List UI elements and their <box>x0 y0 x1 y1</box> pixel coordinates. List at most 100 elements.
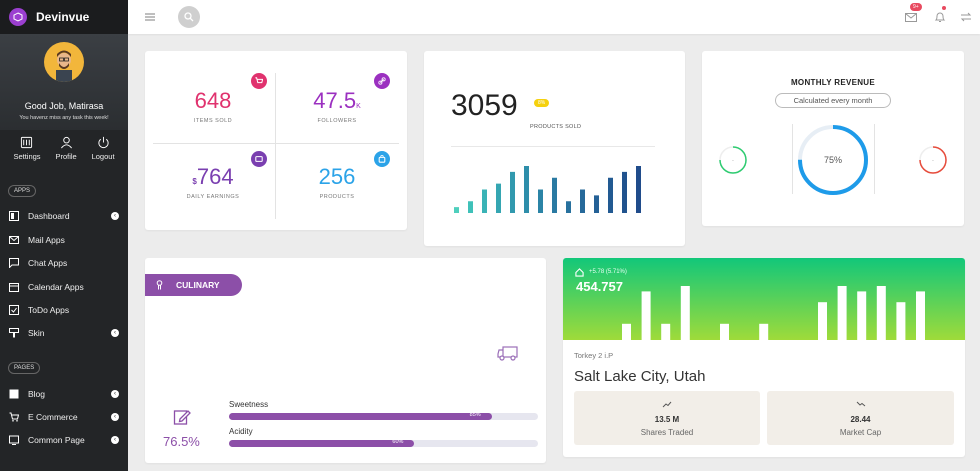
stat-value: $764 <box>192 164 234 189</box>
chart-bar <box>454 207 459 213</box>
settings-button[interactable]: Settings <box>13 136 41 161</box>
culinary-tag: CULINARY <box>145 274 242 296</box>
chart-bar <box>482 189 487 213</box>
sidebar-item-ecommerce[interactable]: E Commerce ‹ <box>9 409 121 425</box>
stat-items-sold: 648 ITEMS SOLD <box>153 88 273 124</box>
bag-icon <box>374 151 390 167</box>
logout-button[interactable]: Logout <box>92 136 115 161</box>
power-icon <box>98 136 109 148</box>
stock-bar <box>641 291 651 340</box>
revenue-gauge: 75% <box>798 125 868 195</box>
sweetness-value: 85% <box>469 412 481 418</box>
quick-actions: Settings Profile Logout <box>0 136 128 161</box>
profile-panel: Good Job, Matirasa You havenz miss any t… <box>0 34 128 130</box>
stock-bar <box>837 286 847 340</box>
sidebar-item-label: Dashboard <box>28 211 70 221</box>
sidebar-item-label: Skin <box>28 328 45 338</box>
stock-bar <box>857 291 867 340</box>
divider <box>792 124 793 194</box>
home-icon <box>575 268 584 277</box>
sweetness-bar: 85% <box>229 412 538 420</box>
search-button[interactable] <box>178 6 200 28</box>
blog-icon <box>9 389 19 399</box>
chevron-icon: ‹ <box>111 212 119 220</box>
profile-subtitle: You havenz miss any task this week! <box>19 115 109 121</box>
link-icon <box>374 73 390 89</box>
stat-label: FOLLOWERS <box>317 118 357 124</box>
revenue-percent: 75% <box>824 155 842 165</box>
right-mini-gauge: - <box>919 146 947 174</box>
stat-label: ITEMS SOLD <box>193 118 233 124</box>
revenue-title: MONTHLY REVENUE <box>790 78 876 87</box>
truck-icon[interactable] <box>497 345 519 361</box>
culinary-tag-label: CULINARY <box>176 280 220 290</box>
sidebar-item-blog[interactable]: Blog ‹ <box>9 386 121 402</box>
settings-icon <box>21 136 33 149</box>
stat-suffix: K <box>356 103 361 110</box>
culinary-percent: 76.5% <box>163 434 200 449</box>
stock-bar <box>876 286 886 340</box>
chart-bar <box>510 171 515 213</box>
products-sold-card: 3059 8% PRODUCTS SOLD <box>424 51 685 246</box>
sidebar-item-todo[interactable]: ToDo Apps <box>9 302 121 318</box>
chart-bar <box>622 171 627 213</box>
dashboard-icon <box>9 211 19 221</box>
profile-button[interactable]: Profile <box>55 136 77 161</box>
chart-bar <box>608 177 613 213</box>
edit-icon[interactable] <box>173 408 191 426</box>
stock-city: Salt Lake City, Utah <box>574 368 706 385</box>
acidity-value: 60% <box>392 439 404 445</box>
growth-badge: 8% <box>534 99 550 107</box>
divider <box>451 146 655 147</box>
divider <box>275 73 276 219</box>
stat-value: 256 <box>318 164 356 189</box>
todo-icon <box>9 305 19 315</box>
swap-icon[interactable] <box>960 11 972 23</box>
stock-bar <box>896 302 906 340</box>
products-sold-value: 3059 <box>451 89 518 122</box>
sidebar-item-label: Common Page <box>28 435 85 445</box>
notification-badge: 9+ <box>910 3 922 11</box>
avatar[interactable] <box>44 42 84 82</box>
profile-greeting: Good Job, Matirasa <box>24 101 104 111</box>
menu-icon[interactable] <box>144 11 156 23</box>
sidebar-item-label: Mail Apps <box>28 235 65 245</box>
cart-icon <box>9 412 19 422</box>
trend-down-icon <box>856 401 865 407</box>
brush-icon <box>9 328 19 338</box>
sidebar-item-skin[interactable]: Skin ‹ <box>9 325 121 341</box>
chart-bar <box>552 177 557 213</box>
mail-icon <box>9 236 19 244</box>
market-cap-label: Market Cap <box>839 428 882 437</box>
market-cap-value: 28.44 <box>850 415 871 424</box>
chevron-icon: ‹ <box>111 413 119 421</box>
profile-label: Profile <box>55 152 77 161</box>
svg-text:-: - <box>732 158 734 164</box>
sidebar-item-calendar[interactable]: Calendar Apps <box>9 279 121 295</box>
shares-traded-value: 13.5 M <box>654 415 680 424</box>
sidebar-item-chat[interactable]: Chat Apps <box>9 255 121 271</box>
divider <box>153 143 399 144</box>
chart-bar <box>496 183 501 213</box>
stat-label: DAILY EARNINGS <box>186 194 240 200</box>
sidebar-item-label: Calendar Apps <box>28 282 84 292</box>
market-cap-tile[interactable]: 28.44 Market Cap <box>767 391 954 445</box>
sidebar-item-dashboard[interactable]: Dashboard ‹ <box>9 208 121 224</box>
sidebar-item-mail[interactable]: Mail Apps <box>9 232 121 248</box>
mail-icon[interactable] <box>905 11 917 23</box>
sweetness-bar-fill <box>229 413 492 420</box>
stat-followers: 47.5K FOLLOWERS <box>277 88 397 124</box>
chevron-icon: ‹ <box>111 436 119 444</box>
acidity-bar: 60% <box>229 439 538 447</box>
revenue-period-pill[interactable]: Calculated every month <box>775 93 891 108</box>
chart-bar <box>566 201 571 213</box>
shares-traded-tile[interactable]: 13.5 M Shares Traded <box>574 391 760 445</box>
chat-icon <box>9 258 19 268</box>
bell-icon[interactable] <box>934 11 946 23</box>
user-icon <box>60 136 72 149</box>
chevron-icon: ‹ <box>111 390 119 398</box>
chart-bar <box>538 189 543 213</box>
brand[interactable]: Devinvue <box>0 0 128 34</box>
sidebar-item-common-page[interactable]: Common Page ‹ <box>9 432 121 448</box>
products-sold-label: PRODUCTS SOLD <box>530 124 582 130</box>
